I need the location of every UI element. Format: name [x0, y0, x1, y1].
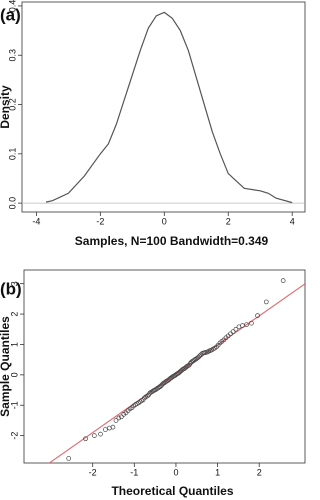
x-axis-label: Theoretical Quantiles: [111, 484, 233, 498]
sample-point: [98, 431, 103, 437]
sample-point: [263, 299, 269, 305]
sample-point: [83, 436, 88, 442]
sample-point: [147, 390, 153, 396]
sample-point: [230, 329, 236, 335]
x-tick-label: 4: [290, 216, 295, 226]
panel-label: (b): [0, 279, 22, 298]
sample-point: [103, 427, 108, 432]
sample-point: [119, 414, 124, 420]
y-tick-label: -1: [9, 401, 19, 409]
sample-point: [110, 424, 116, 430]
density-curve: [45, 11, 293, 204]
x-tick-label: 2: [257, 467, 262, 477]
y-tick-label: 0.1: [7, 148, 17, 161]
panel-label: (a): [0, 5, 21, 24]
figure: (a) Samples, N=100 Bandwidth=0.349 Density…: [0, 0, 306, 498]
y-tick-label: 0: [9, 372, 19, 377]
x-axis-label: Samples, N=100 Bandwidth=0.349: [75, 234, 269, 248]
x-tick-label: -2: [96, 216, 104, 226]
sample-point: [92, 433, 97, 438]
sample-point: [113, 418, 119, 423]
sample-point: [196, 354, 201, 360]
x-tick-label: 2: [226, 216, 231, 226]
y-tick-label: 0.0: [7, 197, 17, 210]
y-tick-label: 0.3: [7, 49, 17, 62]
sample-point: [249, 320, 254, 326]
y-tick-label: 0.4: [7, 0, 17, 12]
sample-point: [244, 322, 249, 328]
x-tick-label: -1: [130, 467, 138, 477]
sample-point: [255, 313, 260, 318]
sample-point: [197, 353, 202, 359]
x-tick-label: 0: [173, 467, 178, 477]
y-tick-label: 0.2: [7, 98, 17, 111]
sample-point: [153, 387, 159, 392]
x-tick-label: 0: [162, 216, 167, 226]
y-axis-label: Density: [0, 85, 12, 129]
y-tick-label: 3: [9, 281, 19, 286]
y-tick-label: 1: [9, 342, 19, 347]
sample-point: [191, 358, 197, 363]
y-tick-label: -2: [9, 432, 19, 440]
sample-point: [116, 415, 122, 421]
x-tick-label: -4: [32, 216, 40, 226]
sample-point: [233, 326, 239, 332]
y-axis-label: Sample Quantiles: [0, 316, 12, 417]
sample-point: [149, 389, 155, 394]
sample-point: [280, 278, 286, 283]
plot-frame: [21, 1, 306, 213]
plot-frame: [23, 269, 306, 464]
x-tick-label: -2: [89, 467, 97, 477]
x-tick-label: 1: [215, 467, 220, 477]
qq-line: [48, 283, 305, 463]
y-tick-label: 2: [9, 312, 19, 317]
sample-point: [144, 393, 150, 399]
sample-point: [66, 456, 72, 461]
